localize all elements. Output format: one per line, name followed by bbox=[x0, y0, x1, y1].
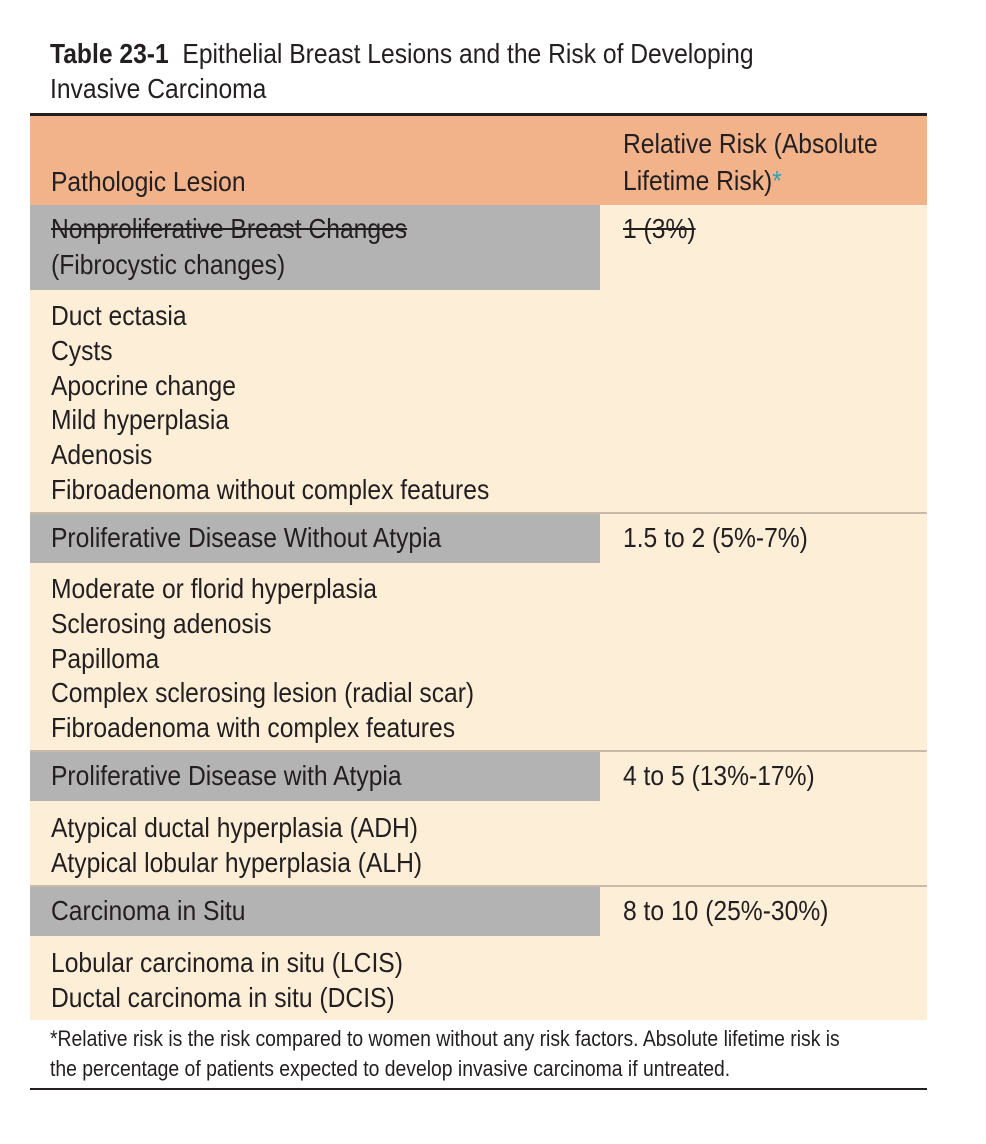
table-title-line1: Epithelial Breast Lesions and the Risk o… bbox=[182, 38, 754, 69]
risk-table: Pathologic Lesion Relative Risk (Absolut… bbox=[30, 116, 927, 1020]
risk-value-without-atypia: 1.5 to 2 (5%-7%) bbox=[623, 522, 808, 553]
header-relative-risk-line1: Relative Risk (Absolute bbox=[623, 128, 878, 159]
footnote-line1: *Relative risk is the risk compared to w… bbox=[50, 1026, 840, 1051]
list-item: Duct ectasia bbox=[51, 300, 187, 331]
table-caption: Table 23-1 Epithelial Breast Lesions and… bbox=[50, 36, 930, 106]
list-item: Papilloma bbox=[51, 643, 160, 674]
table-bottom-rule bbox=[30, 1088, 927, 1090]
list-item: Atypical ductal hyperplasia (ADH) bbox=[51, 812, 419, 843]
risk-value-carcinoma-in-situ: 8 to 10 (25%-30%) bbox=[623, 895, 829, 926]
group-heading-line: Nonproliferative Breast Changes bbox=[51, 213, 408, 244]
row-divider bbox=[30, 750, 927, 752]
row-divider bbox=[30, 885, 927, 887]
group-heading-line: Carcinoma in Situ bbox=[51, 895, 246, 926]
list-item: Atypical lobular hyperplasia (ALH) bbox=[51, 847, 423, 878]
list-item: Moderate or florid hyperplasia bbox=[51, 573, 377, 604]
row-divider bbox=[30, 512, 927, 514]
list-item: Cysts bbox=[51, 335, 113, 366]
list-item: Fibroadenoma without complex features bbox=[51, 474, 490, 505]
list-item: Lobular carcinoma in situ (LCIS) bbox=[51, 947, 403, 978]
asterisk-marker: * bbox=[772, 165, 782, 196]
table-header: Pathologic Lesion Relative Risk (Absolut… bbox=[30, 116, 927, 205]
group-heading-line: (Fibrocystic changes) bbox=[51, 249, 286, 280]
risk-value-nonproliferative: 1 (3%) bbox=[623, 213, 696, 244]
table-number: Table 23-1 bbox=[50, 38, 169, 69]
header-pathologic-lesion: Pathologic Lesion bbox=[51, 166, 246, 197]
list-item: Adenosis bbox=[51, 439, 153, 470]
group-heading-line: Proliferative Disease with Atypia bbox=[51, 760, 402, 791]
list-item: Apocrine change bbox=[51, 370, 236, 401]
list-item: Mild hyperplasia bbox=[51, 404, 230, 435]
risk-value-with-atypia: 4 to 5 (13%-17%) bbox=[623, 760, 815, 791]
list-item: Sclerosing adenosis bbox=[51, 608, 272, 639]
list-item: Complex sclerosing lesion (radial scar) bbox=[51, 677, 475, 708]
group-heading-line: Proliferative Disease Without Atypia bbox=[51, 522, 442, 553]
group-heading-carcinoma-in-situ: Carcinoma in Situ bbox=[30, 887, 600, 936]
group-heading-with-atypia: Proliferative Disease with Atypia bbox=[30, 752, 600, 801]
group-heading-without-atypia: Proliferative Disease Without Atypia bbox=[30, 514, 600, 563]
group-heading-nonproliferative: Nonproliferative Breast Changes (Fibrocy… bbox=[30, 205, 600, 290]
list-item: Ductal carcinoma in situ (DCIS) bbox=[51, 982, 395, 1013]
list-item: Fibroadenoma with complex features bbox=[51, 712, 456, 743]
footnote-line2: the percentage of patients expected to d… bbox=[50, 1056, 731, 1081]
table-top-rule bbox=[30, 113, 927, 116]
header-relative-risk-line2: Lifetime Risk)* bbox=[623, 165, 782, 196]
table-title-line2: Invasive Carcinoma bbox=[50, 73, 267, 104]
